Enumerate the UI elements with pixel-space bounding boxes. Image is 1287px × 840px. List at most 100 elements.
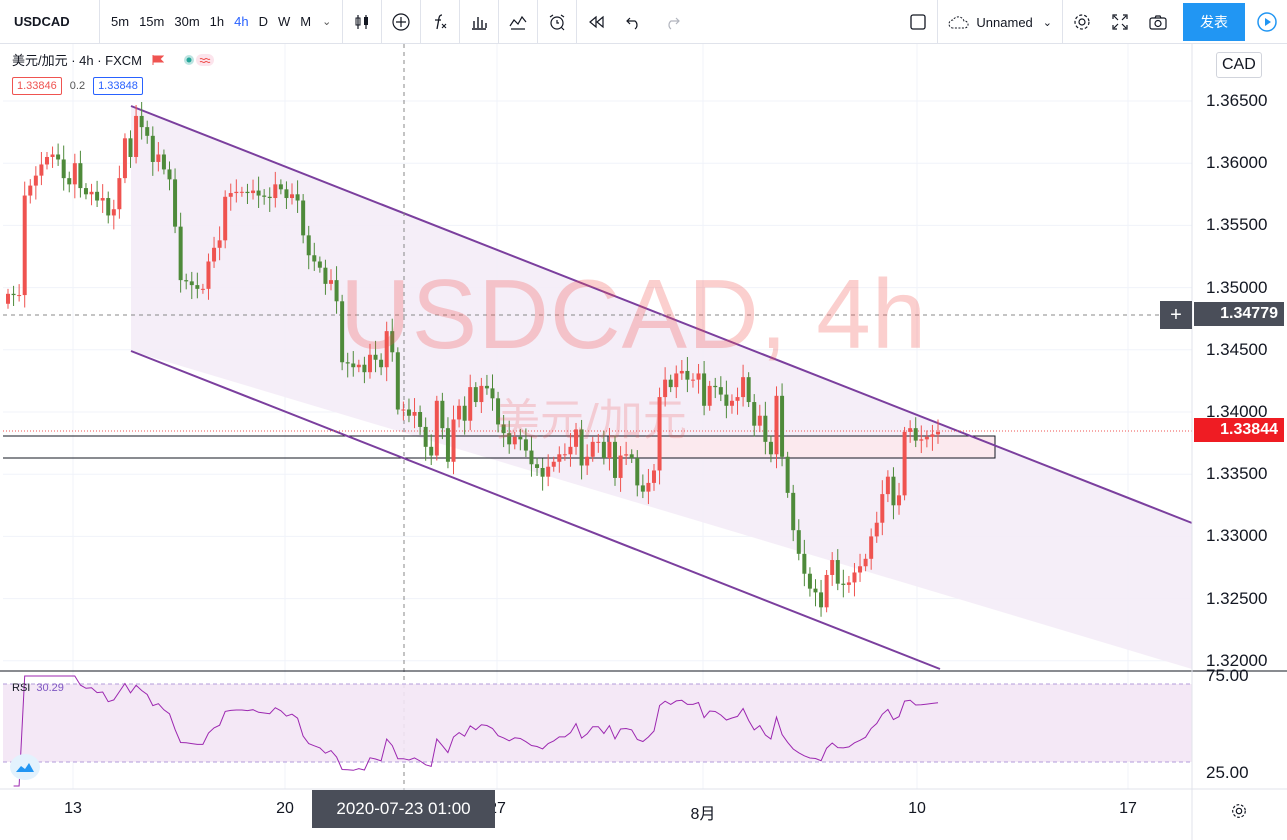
candle-down [523, 439, 528, 451]
candle-up [651, 470, 656, 483]
currency-label[interactable]: CAD [1216, 52, 1262, 78]
candle-down [106, 198, 111, 216]
candle-up [367, 354, 372, 373]
candle-up [936, 431, 940, 435]
chevron-down-icon[interactable]: ⌄ [322, 16, 332, 28]
candle-up [551, 461, 556, 467]
tradingview-logo-icon[interactable] [10, 754, 40, 780]
candle-down [635, 458, 640, 486]
snapshot-button[interactable] [1139, 0, 1177, 44]
candle-down [145, 127, 150, 136]
candle-up [741, 377, 746, 398]
price-tick: 1.33500 [1206, 464, 1268, 484]
timeframe-15m[interactable]: 15m [139, 14, 165, 29]
visibility-toggle[interactable] [182, 53, 215, 67]
price-chart[interactable] [0, 44, 1287, 840]
line-templates-icon [509, 15, 527, 30]
candle-down [189, 281, 194, 286]
candle-down [841, 583, 846, 585]
play-circle-icon [1257, 12, 1277, 32]
price-tick: 1.32500 [1206, 588, 1268, 608]
dot-icon [184, 54, 195, 65]
rsi-line [13, 675, 939, 787]
time-tick: 20 [276, 800, 294, 817]
add-alert-plus-icon[interactable]: + [1160, 301, 1192, 329]
candle-up [328, 280, 333, 284]
candle-up [858, 566, 863, 573]
candle-up [451, 419, 456, 462]
candle-up [824, 574, 829, 608]
candle-down [256, 190, 261, 196]
chevron-down-icon: ⌄ [1042, 16, 1052, 29]
candle-down [501, 424, 506, 434]
axis-settings-button[interactable] [1230, 802, 1248, 825]
timeframe-d[interactable]: D [258, 14, 268, 29]
indicators-button[interactable] [421, 0, 459, 44]
bid-price[interactable]: 1.33846 [12, 77, 62, 95]
play-button[interactable] [1249, 3, 1285, 41]
wave-icon [196, 53, 215, 66]
candle-down [746, 377, 751, 403]
candle-up [72, 163, 77, 185]
candle-up [696, 373, 701, 380]
rsi-legend: RSI 30.29 [12, 682, 64, 694]
candle-down [490, 388, 495, 399]
candle-up [885, 476, 890, 495]
candle-down [507, 433, 512, 445]
publish-button[interactable]: 发表 [1183, 3, 1245, 41]
candle-down [629, 454, 634, 459]
candle-down [913, 428, 918, 441]
symbol-label: USDCAD [14, 14, 70, 29]
candle-down [835, 560, 840, 584]
rewind-icon [588, 15, 604, 28]
financials-button[interactable] [460, 0, 498, 44]
timeframe-w[interactable]: W [277, 14, 291, 29]
price-tick: 1.34500 [1206, 339, 1268, 359]
symbol-search[interactable]: USDCAD [0, 0, 100, 44]
layout-name-label: Unnamed [976, 14, 1033, 30]
fullscreen-button[interactable] [1101, 0, 1139, 44]
candle-down [540, 467, 545, 477]
timeframe-1h[interactable]: 1h [209, 14, 225, 29]
candle-down [819, 592, 824, 608]
candle-down [139, 115, 144, 128]
candle-up [596, 441, 601, 443]
candle-down [535, 464, 540, 468]
candle-down [668, 379, 673, 388]
fullscreen-select-button[interactable] [899, 0, 937, 44]
candle-down [807, 573, 812, 589]
redo-button[interactable] [653, 0, 691, 44]
layout-name-button[interactable]: Unnamed ⌄ [937, 0, 1063, 44]
candle-down [529, 450, 534, 465]
candle-down [406, 409, 411, 416]
candle-down [702, 373, 707, 406]
settings-button[interactable] [1063, 0, 1101, 44]
timeframe-m[interactable]: M [300, 14, 312, 29]
timeframe-4h[interactable]: 4h [234, 14, 249, 29]
candle-up [401, 409, 406, 411]
rsi-tick-75: 75.00 [1206, 666, 1249, 685]
undo-button[interactable] [615, 0, 653, 44]
flag-icon[interactable] [152, 54, 165, 65]
candle-up [618, 455, 623, 478]
price-tick: 1.36000 [1206, 153, 1268, 173]
candle-down [496, 398, 501, 425]
crosshair-price-tag: 1.34779 [1194, 302, 1284, 326]
candle-down [473, 387, 478, 403]
candle-down [245, 191, 250, 194]
compare-button[interactable] [382, 0, 420, 44]
ask-price[interactable]: 1.33848 [93, 77, 143, 95]
candle-style-button[interactable] [343, 0, 381, 44]
candle-up [874, 522, 879, 537]
timeframe-30m[interactable]: 30m [174, 14, 200, 29]
candle-down [640, 485, 645, 492]
price-tick: 1.33000 [1206, 526, 1268, 546]
candle-down [184, 280, 189, 282]
candle-down [713, 385, 718, 388]
candle-down [518, 436, 523, 440]
templates-button[interactable] [499, 0, 537, 44]
replay-button[interactable] [577, 0, 615, 44]
alert-button[interactable] [538, 0, 576, 44]
candle-down [780, 395, 785, 457]
timeframe-5m[interactable]: 5m [111, 14, 130, 29]
